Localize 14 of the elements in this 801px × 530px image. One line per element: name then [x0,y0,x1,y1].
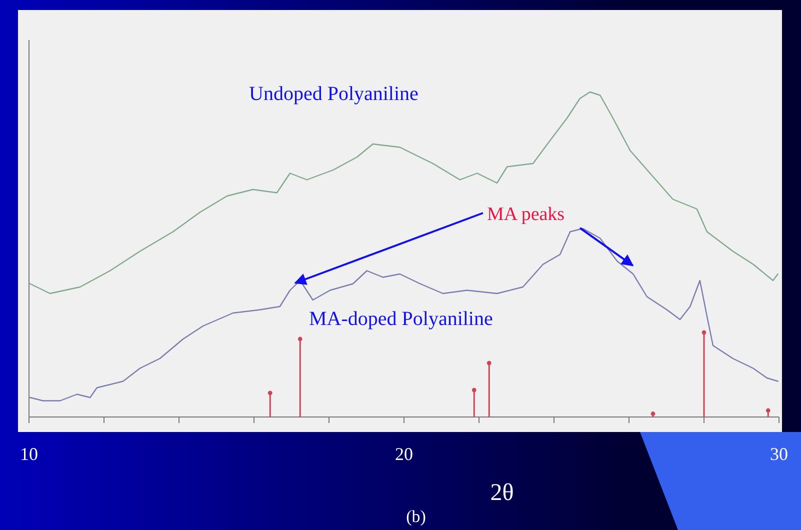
point [472,388,476,392]
x-axis-title: 2θ [490,480,514,506]
annotation: MA peaks [487,204,565,225]
text: Undoped Polyaniline [249,83,419,105]
x-tick-label: 10 [20,444,38,464]
point [298,336,302,342]
series-label: MA-doped Polyaniline [309,308,493,330]
point [268,390,272,396]
text: (b) [406,507,426,526]
point [702,330,706,335]
x-tick-label: 20 [395,444,413,464]
point [486,360,492,366]
x-tick-label: 30 [770,444,788,464]
point [766,408,770,413]
